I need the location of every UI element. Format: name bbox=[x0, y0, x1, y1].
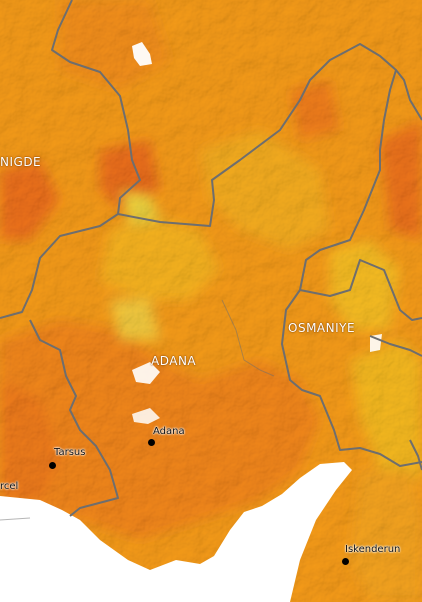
province-borders bbox=[0, 0, 422, 521]
city-label-mersin: rcel bbox=[0, 481, 19, 492]
city-label-tarsus: Tarsus bbox=[54, 447, 86, 458]
region-label-osmaniye: OSMANIYE bbox=[288, 321, 356, 335]
city-marker-tarsus[interactable] bbox=[48, 461, 56, 469]
city-marker-iskenderun[interactable] bbox=[341, 557, 349, 565]
city-label-iskenderun: Iskenderun bbox=[345, 544, 401, 555]
sea-area bbox=[0, 462, 352, 602]
city-label-adana: Adana bbox=[153, 426, 185, 437]
city-marker-adana[interactable] bbox=[147, 438, 155, 446]
region-label-adana: ADANA bbox=[151, 354, 197, 368]
region-label-nigde: NIGDE bbox=[0, 155, 42, 169]
